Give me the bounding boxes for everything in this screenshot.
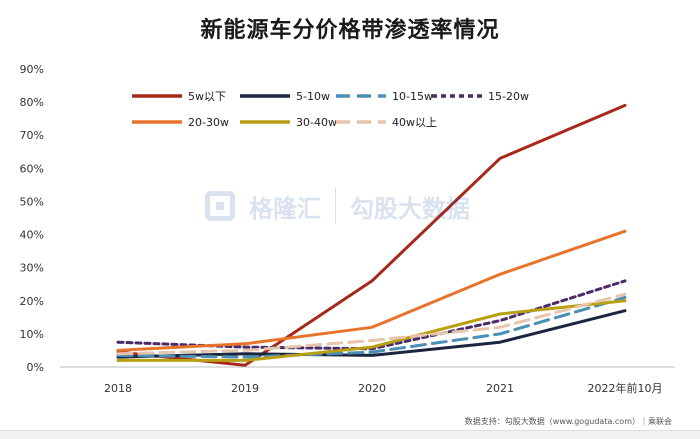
watermark-brand-2: 勾股大数据 [350, 194, 470, 223]
series-line [116, 299, 627, 362]
legend-label: 30-40w [296, 116, 337, 129]
x-tick-label: 2018 [104, 382, 132, 395]
x-tick-label: 2019 [231, 382, 259, 395]
legend-layer: 5w以下 5-10w 10-15w 15-20w 20-30w 30-40w 40w以上 [132, 90, 529, 129]
chart-title: 新能源车分价格带渗透率情况 [200, 18, 500, 43]
y-tick-label: 60% [20, 162, 44, 175]
y-tick-label: 10% [20, 328, 44, 341]
series-line [116, 292, 627, 356]
y-tick-label: 50% [20, 195, 44, 208]
x-tick-label: 2021 [486, 382, 514, 395]
legend-label: 10-15w [392, 90, 433, 103]
series-line [116, 229, 627, 352]
watermark-logo-icon [205, 191, 235, 221]
y-tick-label: 80% [20, 96, 44, 109]
line-layer [116, 103, 627, 367]
y-tick-label: 0% [27, 361, 44, 374]
y-tick-label: 40% [20, 229, 44, 242]
watermark: 格隆汇 勾股大数据 [205, 188, 470, 224]
bottom-strip [0, 430, 700, 439]
watermark-separator [335, 188, 336, 224]
y-tick-label: 30% [20, 262, 44, 275]
legend-label: 40w以上 [392, 116, 437, 129]
legend-label: 5-10w [296, 90, 330, 103]
series-line [116, 296, 627, 359]
legend-label: 20-30w [188, 116, 229, 129]
watermark-brand: 格隆汇 [249, 194, 321, 223]
series-line [116, 309, 627, 359]
y-tick-label: 20% [20, 295, 44, 308]
x-tick-label: 2020 [358, 382, 386, 395]
x-tick-label: 2022年前10月 [588, 381, 663, 395]
y-tick-label: 90% [20, 63, 44, 76]
y-tick-label: 70% [20, 129, 44, 142]
axis-layer: 0% 10% 20% 30% 40% 50% 60% 70% 80% 90% 2018 2019 202… [20, 63, 675, 395]
source-note: 数据支持：勾股大数据（www.gogudata.com）｜乘联会 [464, 417, 672, 426]
legend-label: 15-20w [488, 90, 529, 103]
legend-label: 5w以下 [188, 90, 226, 103]
